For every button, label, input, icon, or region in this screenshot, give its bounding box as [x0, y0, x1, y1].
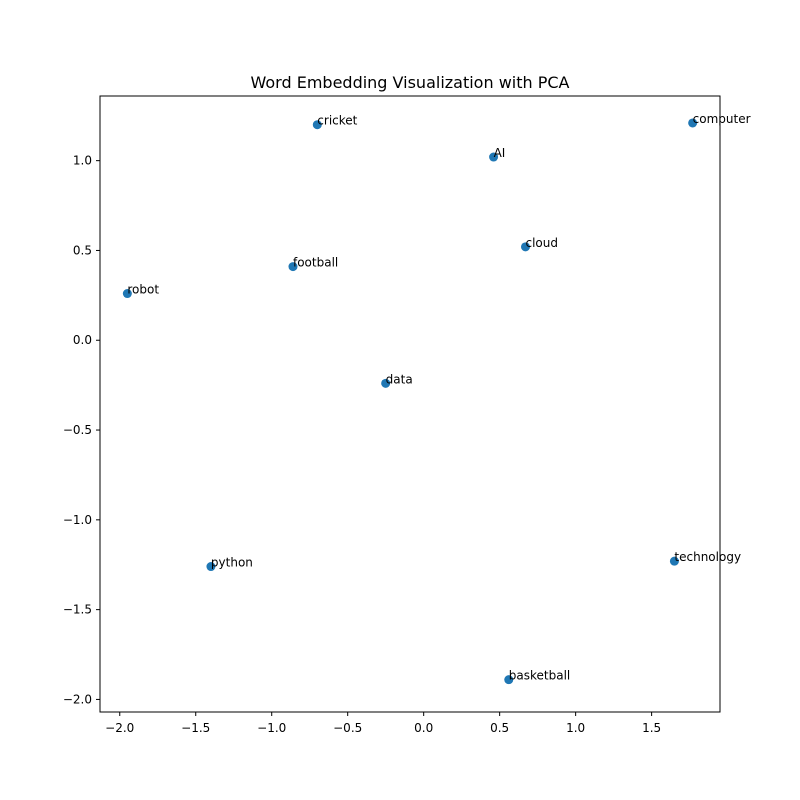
point-label: computer: [693, 112, 751, 126]
scatter-point: [122, 289, 132, 299]
scatter-point: [520, 242, 530, 252]
point-label: technology: [674, 550, 741, 564]
x-tick-label: −2.0: [105, 721, 134, 735]
scatter-point: [381, 378, 391, 388]
y-tick-label: 0.0: [73, 333, 92, 347]
point-label: robot: [127, 283, 159, 297]
point-label: cloud: [525, 236, 558, 250]
x-tick-label: −0.5: [333, 721, 362, 735]
scatter-point: [489, 152, 499, 162]
x-tick-label: 0.5: [490, 721, 509, 735]
point-label: basketball: [509, 669, 570, 683]
y-tick-label: −1.0: [63, 513, 92, 527]
point-labels: cricket computer AI cloud football robot data p…: [127, 112, 750, 683]
scatter-point: [288, 262, 298, 272]
scatter-point: [669, 556, 679, 566]
point-label: data: [386, 372, 413, 386]
x-tick-label: 0.0: [414, 721, 433, 735]
scatter-point: [312, 120, 322, 130]
x-tick-label: 1.0: [566, 721, 585, 735]
y-axis-ticks: 1.0 0.5 0.0 −0.5 −1.0 −1.5 −2.0: [63, 154, 100, 706]
x-tick-label: 1.5: [642, 721, 661, 735]
y-tick-label: −1.5: [63, 603, 92, 617]
y-tick-label: 0.5: [73, 243, 92, 257]
x-tick-label: −1.5: [181, 721, 210, 735]
chart-title: Word Embedding Visualization with PCA: [251, 73, 570, 92]
point-label: football: [293, 256, 338, 270]
point-label: AI: [494, 146, 506, 160]
y-tick-label: −2.0: [63, 692, 92, 706]
x-axis-ticks: −2.0 −1.5 −1.0 −0.5 0.0 0.5 1.0 1.5: [105, 712, 661, 735]
x-tick-label: −1.0: [257, 721, 286, 735]
plot-frame: [99, 95, 721, 713]
scatter-point: [688, 118, 698, 128]
scatter-point: [504, 675, 514, 685]
y-tick-label: 1.0: [73, 154, 92, 168]
point-label: cricket: [317, 114, 357, 128]
scatter-points: [122, 118, 698, 685]
point-label: python: [211, 556, 253, 570]
y-tick-label: −0.5: [63, 423, 92, 437]
scatter-point: [206, 562, 216, 572]
